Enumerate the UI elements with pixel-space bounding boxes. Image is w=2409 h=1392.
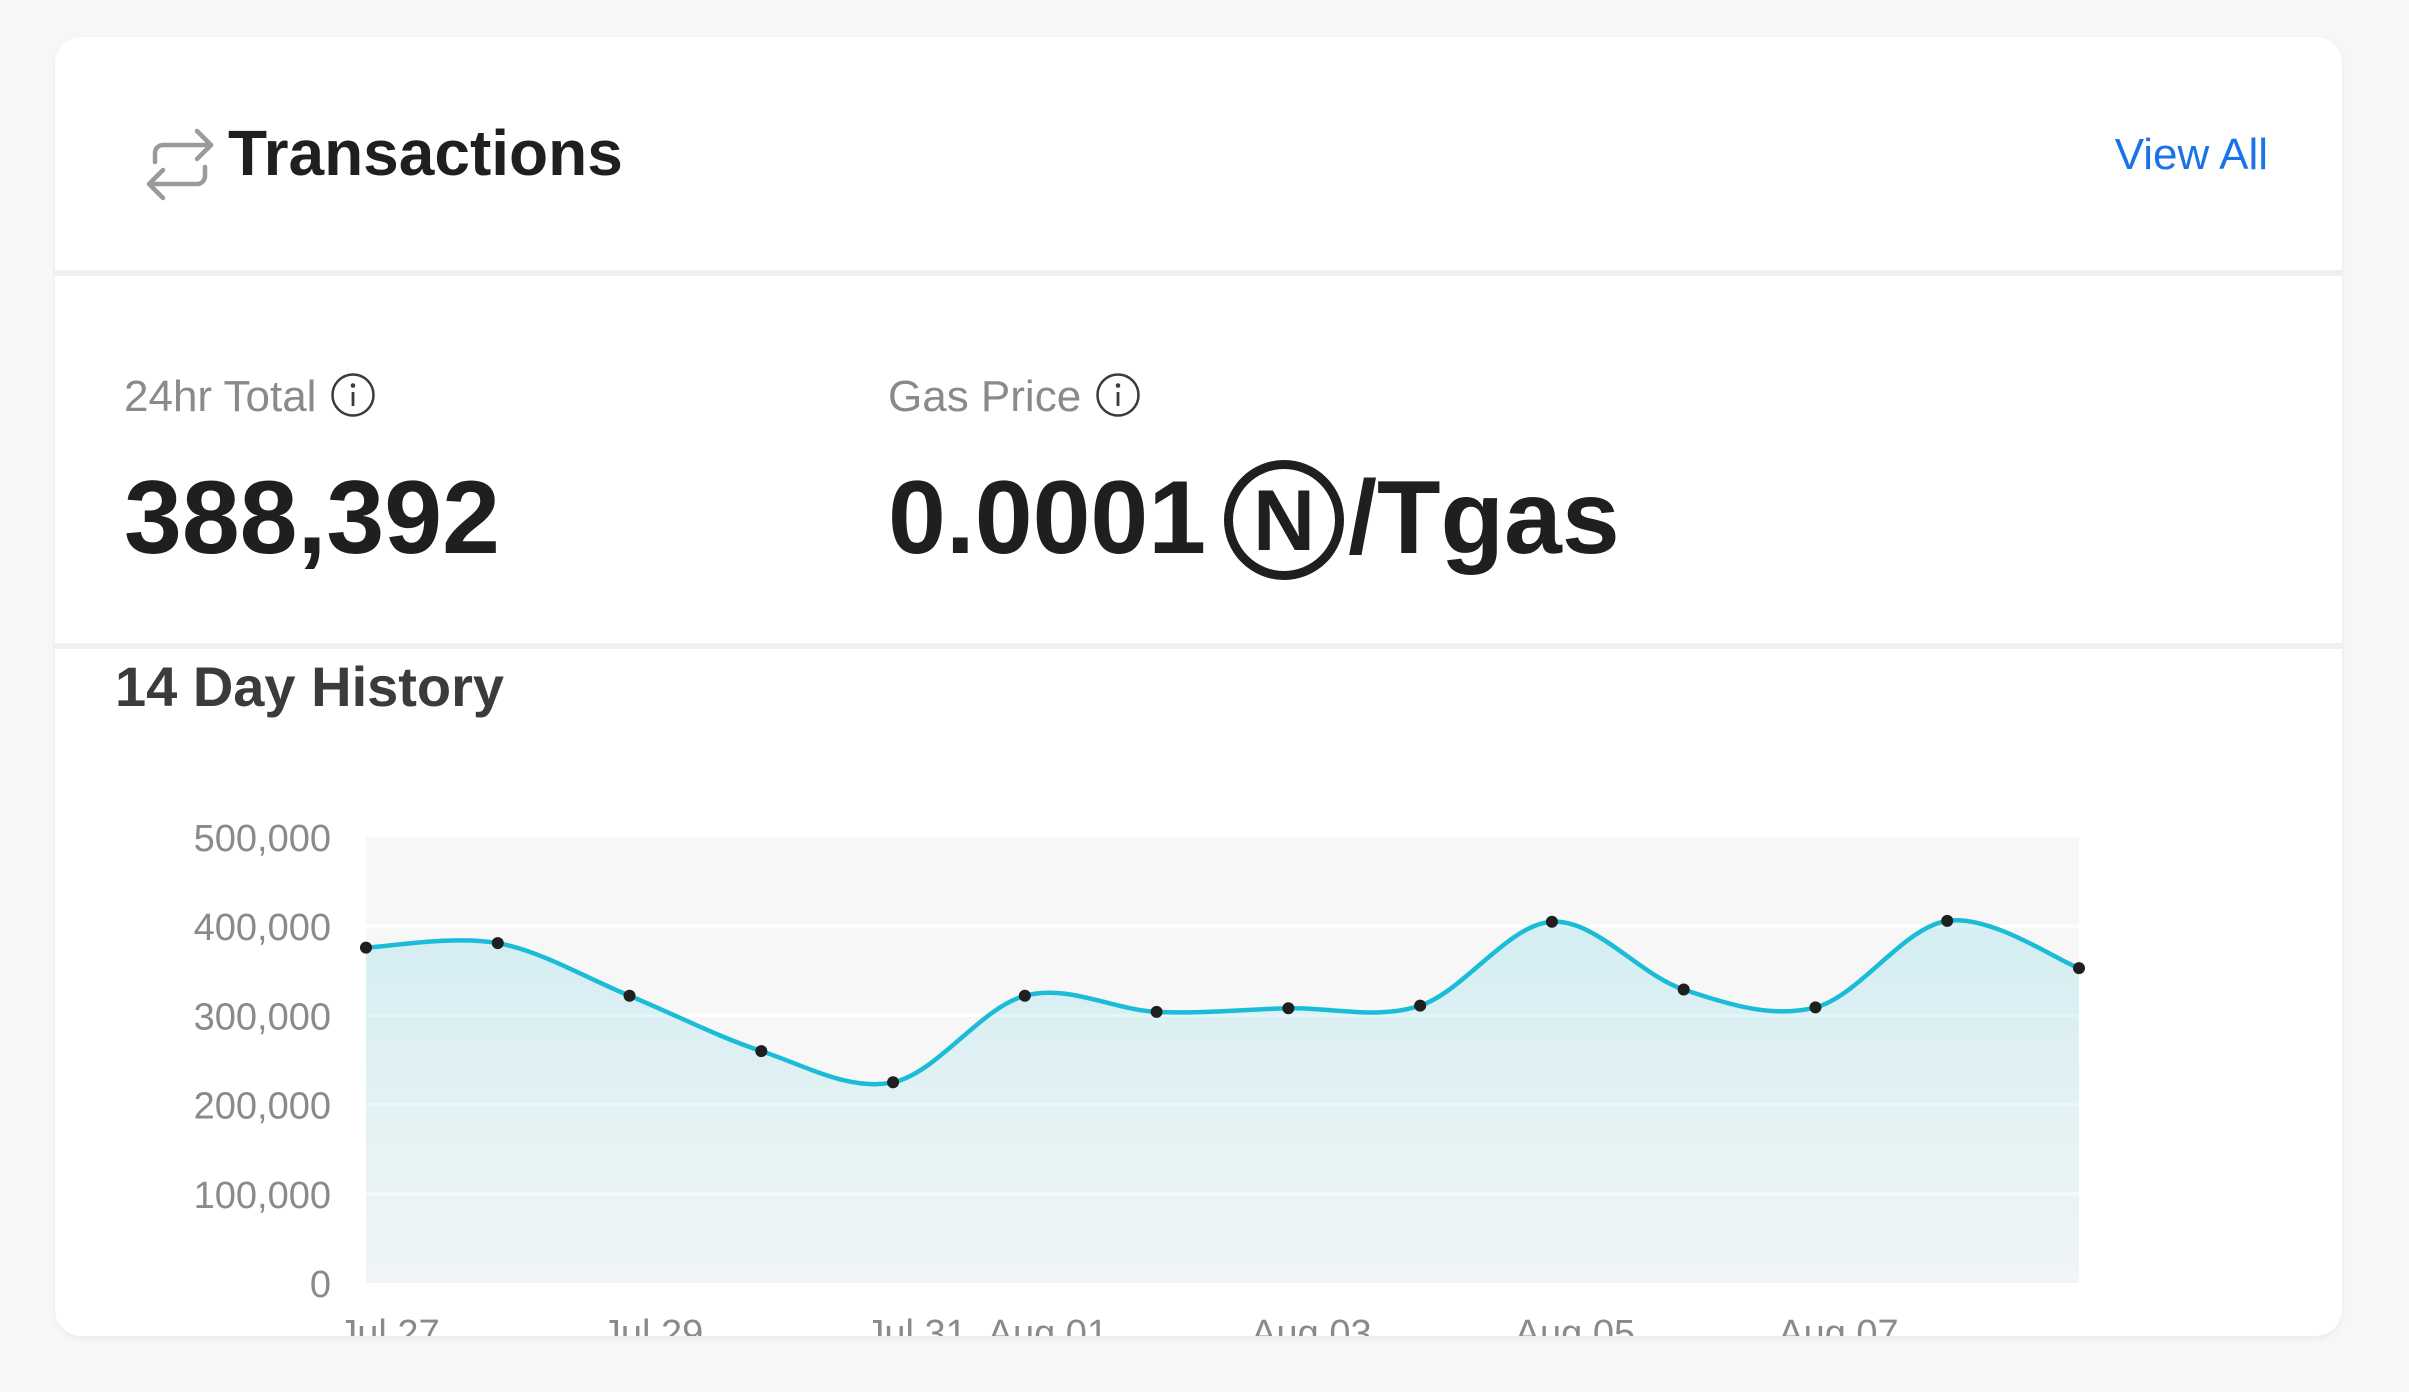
y-tick-label: 100,000 bbox=[194, 1175, 331, 1217]
data-point[interactable] bbox=[1018, 989, 1031, 1002]
stat-24hr-total-value: 388,392 bbox=[124, 460, 500, 576]
header-divider bbox=[55, 270, 2342, 276]
data-point[interactable] bbox=[1809, 1001, 1822, 1014]
y-tick-label: 200,000 bbox=[194, 1086, 331, 1128]
y-tick-label: 400,000 bbox=[194, 907, 331, 949]
y-tick-label: 300,000 bbox=[194, 996, 331, 1038]
x-tick-label: Jul 29 bbox=[602, 1313, 703, 1336]
card-title: Transactions bbox=[228, 117, 623, 189]
data-point[interactable] bbox=[1150, 1005, 1163, 1018]
near-token-icon: N bbox=[1224, 459, 1345, 580]
y-tick-label: 500,000 bbox=[194, 818, 331, 860]
data-point[interactable] bbox=[491, 937, 504, 950]
y-tick-label: 0 bbox=[310, 1264, 331, 1306]
history-chart: 500,000 400,000 300,000 200,000 100,000 0 Jul… bbox=[194, 818, 2085, 1336]
data-point[interactable] bbox=[1414, 999, 1427, 1012]
data-point[interactable] bbox=[623, 989, 636, 1002]
info-icon[interactable] bbox=[330, 372, 376, 418]
data-point[interactable] bbox=[887, 1076, 900, 1089]
data-point[interactable] bbox=[755, 1045, 768, 1058]
repeat-arrows-icon bbox=[146, 128, 214, 201]
x-tick-label: Aug 07 bbox=[1778, 1313, 1898, 1336]
data-point[interactable] bbox=[1282, 1002, 1295, 1015]
stats-row: 24hr Total 388,392 Gas Price 0.0001 N/Tga… bbox=[55, 276, 2342, 643]
history-chart-section: 14 Day History 500,000 400,000 300,000 200,… bbox=[55, 649, 2342, 1336]
gas-price-amount: 0.0001 bbox=[888, 460, 1207, 576]
data-points bbox=[360, 914, 2085, 1089]
x-tick-label: Aug 05 bbox=[1515, 1313, 1635, 1336]
transactions-card: Transactions View All 24hr Total 388,392… bbox=[55, 37, 2342, 1336]
card-header: Transactions View All bbox=[55, 37, 2342, 270]
data-point[interactable] bbox=[1677, 983, 1690, 996]
series-area bbox=[366, 920, 2079, 1283]
data-point[interactable] bbox=[360, 941, 372, 954]
x-tick-label: Jul 31 bbox=[865, 1313, 966, 1336]
data-point[interactable] bbox=[2073, 962, 2085, 975]
stat-label: 24hr Total bbox=[124, 372, 317, 421]
stat-24hr-total-label-row: 24hr Total bbox=[124, 371, 376, 424]
data-point[interactable] bbox=[1545, 915, 1558, 928]
info-icon[interactable] bbox=[1095, 372, 1141, 418]
x-tick-label: Aug 01 bbox=[988, 1313, 1108, 1336]
chart-title: 14 Day History bbox=[115, 655, 505, 718]
stat-gas-price-label-row: Gas Price bbox=[888, 371, 1141, 424]
y-axis: 500,000 400,000 300,000 200,000 100,000 0 bbox=[194, 818, 331, 1306]
stat-gas-price-value: 0.0001 N/Tgas bbox=[888, 456, 1620, 586]
x-tick-label: Jul 27 bbox=[338, 1313, 439, 1336]
view-all-link[interactable]: View All bbox=[2114, 130, 2268, 179]
data-point[interactable] bbox=[1941, 914, 1954, 927]
x-tick-label: Aug 03 bbox=[1251, 1313, 1371, 1336]
x-axis: Jul 27 Jul 29 Jul 31 Aug 01 Aug 03 Aug 05 Aug … bbox=[338, 1313, 1898, 1336]
stat-label: Gas Price bbox=[888, 372, 1082, 421]
stats-divider bbox=[55, 643, 2342, 649]
gas-price-unit: /Tgas bbox=[1348, 460, 1620, 576]
